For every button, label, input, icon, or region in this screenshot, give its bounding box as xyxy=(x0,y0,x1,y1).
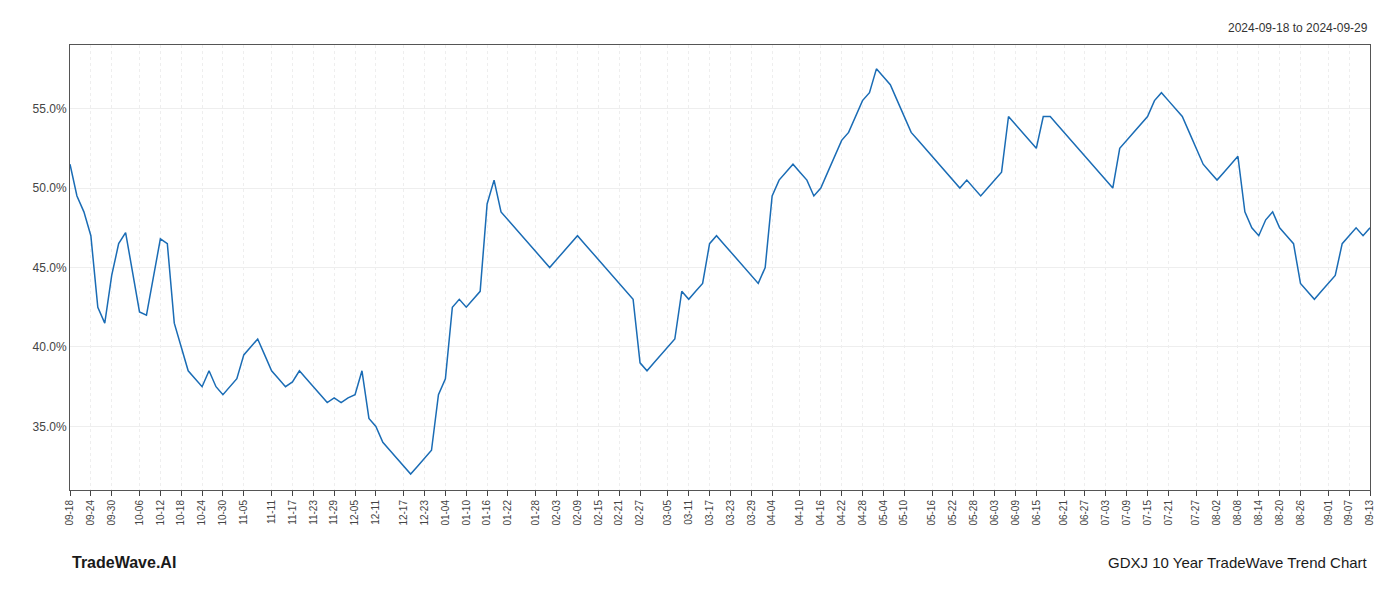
svg-text:07-27: 07-27 xyxy=(1190,500,1201,526)
svg-text:08-26: 08-26 xyxy=(1295,500,1306,526)
svg-text:05-04: 05-04 xyxy=(878,500,889,526)
svg-text:11-29: 11-29 xyxy=(328,500,339,525)
svg-text:05-28: 05-28 xyxy=(968,500,979,526)
svg-text:09-07: 09-07 xyxy=(1343,500,1354,526)
svg-text:40.0%: 40.0% xyxy=(33,340,67,354)
svg-text:12-17: 12-17 xyxy=(398,500,409,526)
svg-text:11-11: 11-11 xyxy=(266,500,277,525)
svg-text:09-01: 09-01 xyxy=(1323,500,1334,526)
svg-text:09-13: 09-13 xyxy=(1364,500,1375,526)
svg-text:01-16: 01-16 xyxy=(481,500,492,526)
svg-text:07-21: 07-21 xyxy=(1163,500,1174,526)
svg-text:08-02: 08-02 xyxy=(1211,500,1222,526)
svg-text:01-28: 01-28 xyxy=(530,500,541,526)
svg-text:09-30: 09-30 xyxy=(106,500,117,526)
svg-text:2024-09-18 to 2024-09-29: 2024-09-18 to 2024-09-29 xyxy=(1228,21,1368,35)
svg-text:06-21: 06-21 xyxy=(1058,500,1069,526)
svg-text:07-15: 07-15 xyxy=(1142,500,1153,526)
svg-text:10-12: 10-12 xyxy=(155,500,166,526)
svg-text:03-05: 03-05 xyxy=(662,500,673,526)
svg-text:04-16: 04-16 xyxy=(815,500,826,526)
svg-text:12-11: 12-11 xyxy=(370,500,381,525)
svg-text:10-24: 10-24 xyxy=(196,500,207,526)
svg-text:10-06: 10-06 xyxy=(134,500,145,526)
svg-text:02-09: 02-09 xyxy=(572,500,583,526)
svg-text:06-27: 06-27 xyxy=(1079,500,1090,526)
svg-text:06-09: 06-09 xyxy=(1010,500,1021,526)
svg-text:11-23: 11-23 xyxy=(308,500,319,525)
svg-text:11-17: 11-17 xyxy=(287,500,298,525)
svg-text:03-23: 03-23 xyxy=(725,500,736,526)
svg-text:03-17: 03-17 xyxy=(704,500,715,526)
svg-text:07-03: 07-03 xyxy=(1100,500,1111,526)
svg-text:55.0%: 55.0% xyxy=(33,102,67,116)
svg-text:12-23: 12-23 xyxy=(419,500,430,526)
svg-text:05-10: 05-10 xyxy=(898,500,909,526)
svg-text:09-24: 09-24 xyxy=(85,500,96,526)
svg-text:12-05: 12-05 xyxy=(349,500,360,526)
svg-text:02-27: 02-27 xyxy=(634,500,645,526)
svg-text:GDXJ 10 Year TradeWave Trend C: GDXJ 10 Year TradeWave Trend Chart xyxy=(1108,554,1368,571)
svg-text:02-15: 02-15 xyxy=(593,500,604,526)
svg-text:03-29: 03-29 xyxy=(746,500,757,526)
svg-text:03-11: 03-11 xyxy=(683,500,694,525)
svg-text:04-22: 04-22 xyxy=(836,500,847,526)
svg-text:11-05: 11-05 xyxy=(238,500,249,525)
svg-text:08-20: 08-20 xyxy=(1274,500,1285,526)
svg-text:04-10: 04-10 xyxy=(794,500,805,526)
svg-text:08-08: 08-08 xyxy=(1232,500,1243,526)
svg-text:01-22: 01-22 xyxy=(502,500,513,526)
svg-text:06-03: 06-03 xyxy=(989,500,1000,526)
svg-text:08-14: 08-14 xyxy=(1253,500,1264,526)
svg-text:09-18: 09-18 xyxy=(64,500,75,526)
svg-text:05-22: 05-22 xyxy=(947,500,958,526)
svg-text:02-21: 02-21 xyxy=(613,500,624,526)
svg-text:10-18: 10-18 xyxy=(175,500,186,526)
svg-text:45.0%: 45.0% xyxy=(33,261,67,275)
svg-text:50.0%: 50.0% xyxy=(33,181,67,195)
svg-text:10-30: 10-30 xyxy=(217,500,228,526)
svg-text:07-09: 07-09 xyxy=(1121,500,1132,526)
svg-text:01-04: 01-04 xyxy=(440,500,451,526)
svg-text:04-28: 04-28 xyxy=(857,500,868,526)
svg-text:01-10: 01-10 xyxy=(461,500,472,526)
svg-text:35.0%: 35.0% xyxy=(33,420,67,434)
svg-text:06-15: 06-15 xyxy=(1031,500,1042,526)
svg-text:04-04: 04-04 xyxy=(766,500,777,526)
svg-text:05-16: 05-16 xyxy=(926,500,937,526)
svg-text:02-03: 02-03 xyxy=(551,500,562,526)
svg-text:TradeWave.AI: TradeWave.AI xyxy=(72,554,176,571)
